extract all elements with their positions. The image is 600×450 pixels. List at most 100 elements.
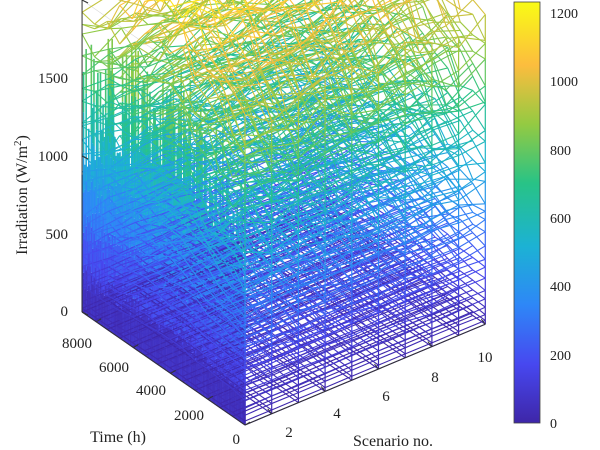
mesh-line — [121, 158, 149, 177]
mesh-line — [144, 312, 158, 324]
mesh-line — [94, 294, 108, 304]
mesh-line — [365, 257, 393, 275]
mesh-line — [221, 345, 249, 359]
mesh-line — [433, 203, 447, 220]
mesh-line — [219, 366, 247, 380]
mesh-line — [354, 258, 382, 268]
mesh-line — [418, 278, 433, 292]
mesh-line — [351, 358, 379, 371]
mesh-line — [258, 345, 287, 361]
mesh-line — [392, 299, 420, 314]
mesh-line — [408, 280, 422, 291]
mesh-line — [171, 210, 185, 213]
mesh-line — [206, 267, 221, 288]
mesh-line — [156, 220, 171, 230]
mesh-line — [106, 202, 120, 208]
mesh-line — [219, 378, 233, 390]
mesh-line — [358, 224, 386, 235]
mesh-line — [353, 339, 381, 353]
mesh-line — [271, 339, 299, 347]
mesh-line — [458, 231, 486, 248]
mesh-line — [119, 202, 133, 210]
mesh-line — [340, 319, 368, 332]
mesh-line — [326, 244, 340, 254]
mesh-line — [258, 292, 272, 301]
mesh-line — [408, 224, 436, 236]
mesh-line — [445, 297, 473, 310]
mesh-line — [299, 312, 313, 327]
mesh-line — [251, 204, 265, 212]
mesh-line — [244, 409, 272, 422]
mesh-line — [392, 257, 406, 267]
mesh-line — [156, 201, 171, 212]
mesh-line — [183, 347, 197, 358]
mesh-line — [94, 186, 122, 192]
mesh-line — [258, 323, 287, 341]
mesh-line — [106, 307, 135, 320]
mesh-line — [182, 327, 210, 338]
mesh-line — [445, 304, 473, 318]
mesh-line — [232, 400, 260, 413]
mesh-line — [339, 325, 367, 337]
mesh-line — [445, 245, 474, 263]
mesh-line — [365, 355, 379, 366]
mesh-line — [258, 368, 273, 381]
mesh-line — [312, 264, 340, 281]
mesh-line — [207, 357, 221, 371]
mesh-line — [133, 296, 161, 309]
mesh-line — [258, 400, 273, 411]
mesh-line — [285, 248, 313, 267]
mesh-line — [187, 146, 200, 149]
mesh-line — [381, 172, 395, 191]
mesh-line — [340, 265, 368, 281]
mesh-line — [378, 339, 406, 352]
mesh-line — [365, 273, 379, 278]
mesh-line — [271, 384, 299, 397]
mesh-line — [338, 252, 353, 267]
mesh-line — [285, 325, 313, 337]
mesh-line — [419, 326, 447, 339]
mesh-line — [81, 216, 95, 224]
mesh-line — [182, 276, 210, 288]
mesh-line — [119, 241, 147, 256]
mesh-line — [271, 329, 299, 338]
mesh-line — [81, 171, 95, 178]
mesh-line — [197, 161, 212, 175]
mesh-line — [194, 302, 222, 315]
mesh-line — [258, 265, 287, 280]
mesh-line — [131, 330, 160, 343]
mesh-line — [131, 215, 146, 225]
mesh-line — [392, 272, 406, 280]
mesh-line — [258, 250, 287, 264]
mesh-line — [171, 173, 199, 184]
mesh-line — [326, 301, 340, 318]
mesh-line — [207, 378, 221, 390]
mesh-line — [379, 311, 394, 325]
mesh-line — [367, 268, 395, 280]
mesh-line — [183, 319, 197, 329]
mesh-line — [182, 348, 210, 360]
mesh-line — [405, 257, 433, 267]
mesh-line — [196, 262, 210, 277]
mesh-line — [210, 310, 224, 319]
mesh-line — [434, 224, 449, 235]
mesh-line — [431, 261, 459, 275]
mesh-line — [298, 366, 326, 379]
mesh-line — [260, 216, 288, 239]
mesh-line — [119, 327, 133, 336]
mesh-line — [298, 345, 326, 361]
mesh-line — [285, 376, 299, 386]
mesh-line — [219, 322, 247, 336]
mesh-line — [312, 279, 326, 297]
mesh-line — [381, 246, 409, 260]
mesh-line — [181, 336, 196, 347]
mesh-line — [326, 198, 354, 213]
mesh-line — [338, 335, 353, 348]
mesh-line — [121, 280, 149, 294]
mesh-line — [433, 257, 461, 269]
mesh-line — [273, 326, 301, 337]
mesh-line — [365, 220, 393, 236]
mesh-line — [445, 315, 473, 328]
mesh-line — [324, 250, 353, 270]
mesh-line — [299, 211, 327, 221]
